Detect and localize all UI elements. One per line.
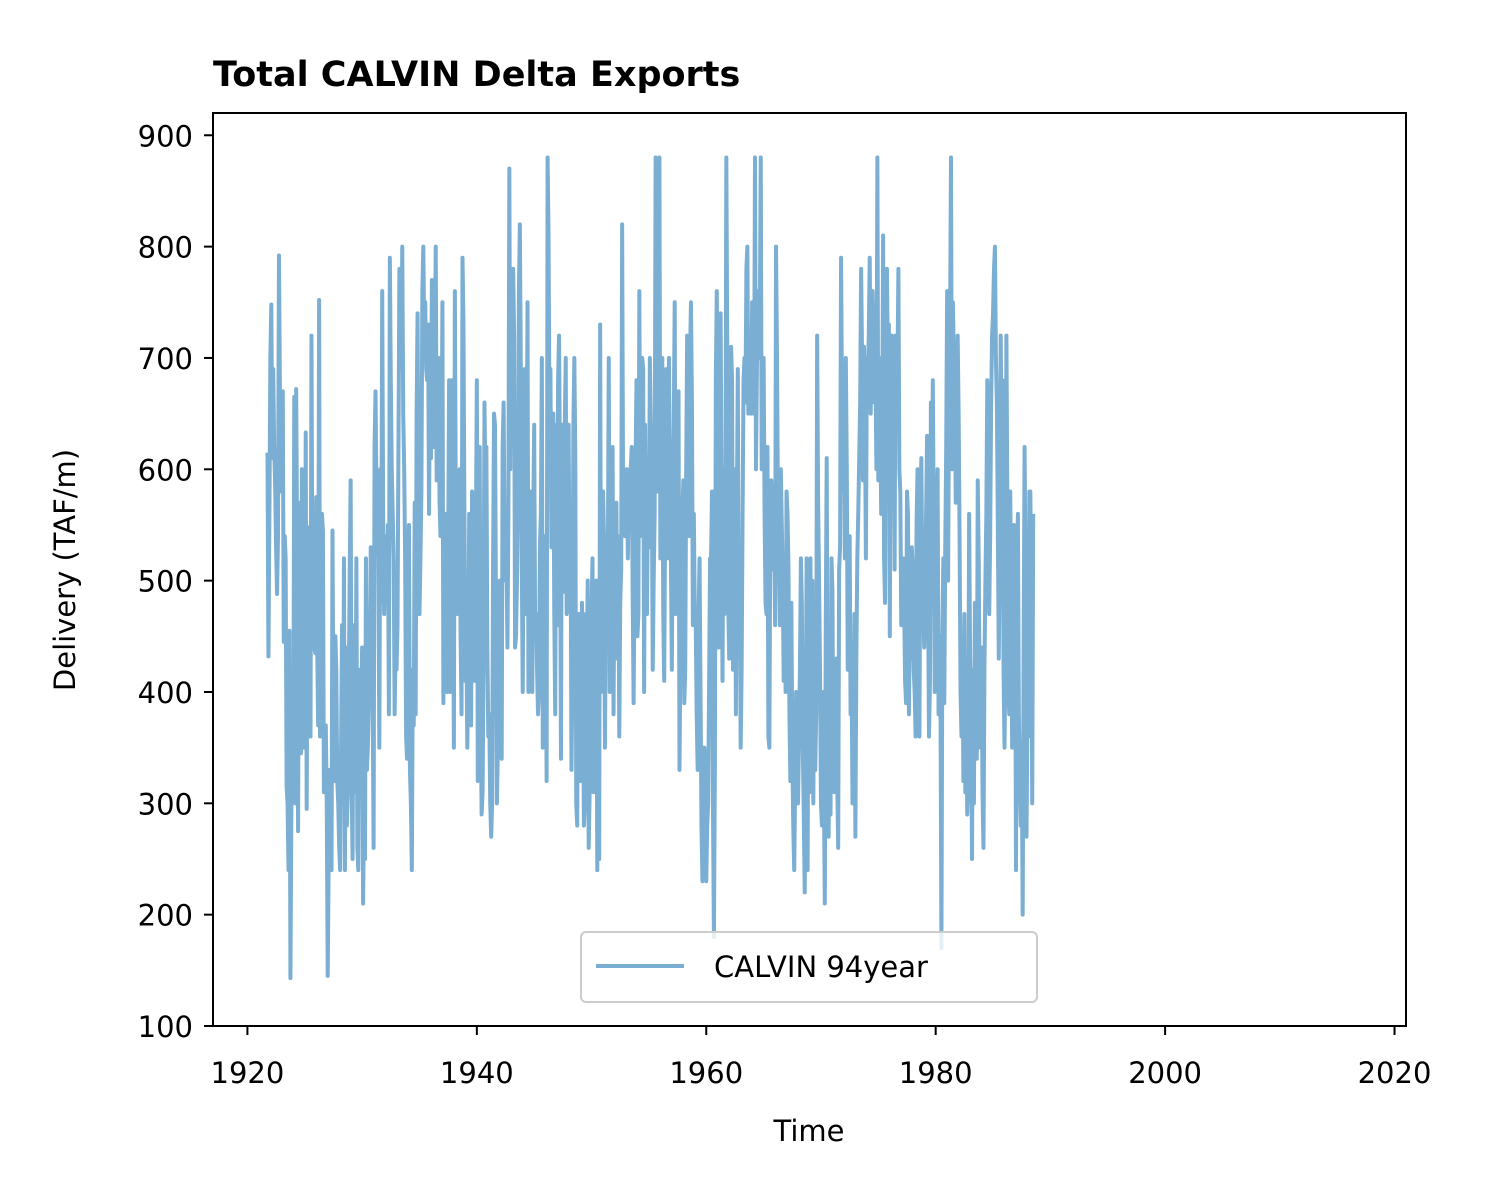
x-axis: 1920 1940 1960 1980 2000 2020 — [211, 1026, 1432, 1090]
x-tick-label: 1960 — [669, 1056, 743, 1090]
x-tick-label: 2000 — [1128, 1056, 1202, 1090]
y-tick-label: 500 — [138, 565, 193, 599]
y-tick-label: 800 — [138, 231, 193, 265]
legend-box — [580, 931, 1038, 1003]
y-tick-label: 400 — [138, 676, 193, 710]
y-tick-label: 100 — [138, 1010, 193, 1044]
x-tick-label: 1980 — [899, 1056, 973, 1090]
y-tick-label: 600 — [138, 453, 193, 487]
y-tick-label: 200 — [138, 899, 193, 933]
x-tick-label: 1920 — [211, 1056, 285, 1090]
y-axis: 100 200 300 400 500 600 700 800 900 — [138, 119, 213, 1044]
y-axis-label: Delivery (TAF/m) — [48, 449, 82, 691]
legend-label-calvin-94year: CALVIN 94year — [714, 950, 928, 984]
x-tick-label: 1940 — [440, 1056, 514, 1090]
series-layer — [265, 155, 1036, 981]
y-tick-label: 300 — [138, 787, 193, 821]
y-tick-label: 700 — [138, 342, 193, 376]
plot-frame — [212, 112, 1407, 1027]
x-tick-label: 2020 — [1358, 1056, 1432, 1090]
legend: CALVIN 94year — [580, 931, 1038, 1003]
chart-title: Total CALVIN Delta Exports — [213, 55, 740, 95]
x-axis-label: Time — [773, 1114, 845, 1148]
series-line-0 — [265, 155, 1036, 981]
y-tick-label: 900 — [138, 119, 193, 153]
